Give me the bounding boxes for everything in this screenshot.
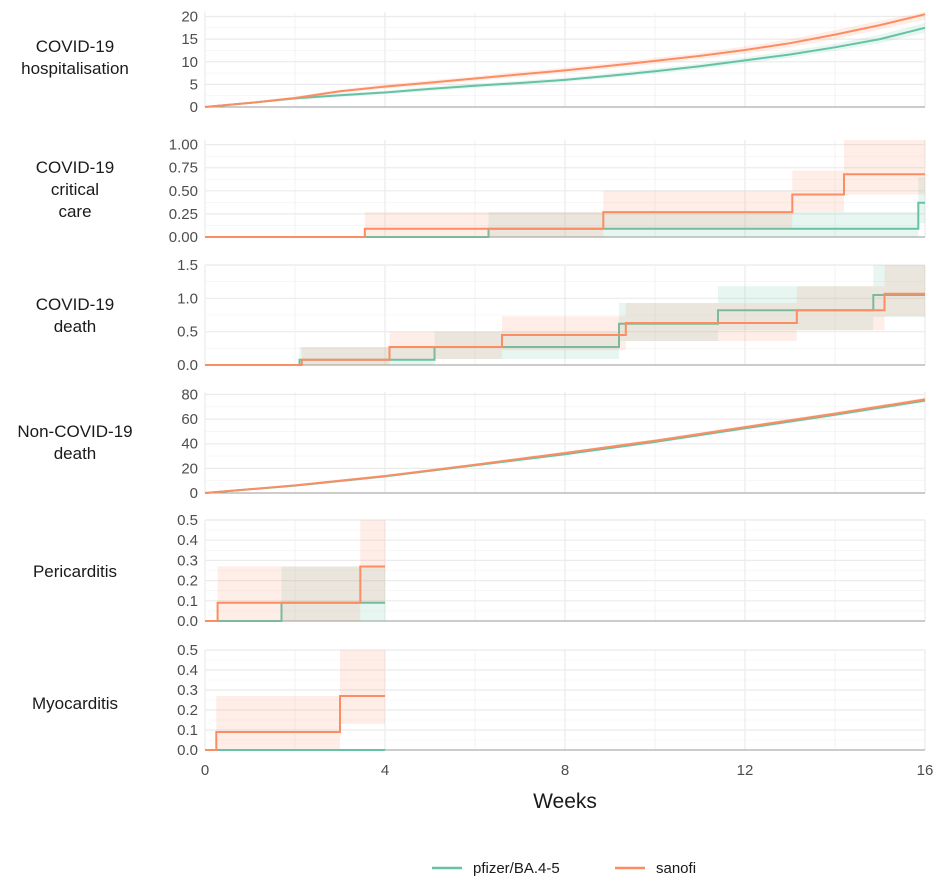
- y-tick-label: 20: [181, 460, 198, 477]
- y-tick-label: 0.25: [169, 206, 198, 223]
- panel-label: Non-COVID-19: [17, 422, 132, 441]
- panel-hosp: 0 5 10 15 20 COVID-19 hospitalisation: [21, 9, 925, 116]
- y-tick-label: 0.4: [177, 662, 198, 679]
- panel-label: death: [54, 317, 97, 336]
- y-tick-label: 0.0: [177, 357, 198, 374]
- y-tick-label: 1.5: [177, 257, 198, 274]
- y-tick-label: 15: [181, 31, 198, 48]
- panel-label: hospitalisation: [21, 59, 129, 78]
- y-tick-label: 0.2: [177, 573, 198, 590]
- panel-label: death: [54, 444, 97, 463]
- y-tick-label: 0: [190, 485, 198, 502]
- panel-label: COVID-19: [36, 37, 114, 56]
- x-tick-label: 8: [561, 762, 569, 779]
- y-tick-label: 0.5: [177, 642, 198, 659]
- y-tick-label: 0.0: [177, 613, 198, 630]
- legend: pfizer/BA.4-5 sanofi: [432, 860, 696, 877]
- panel-myocarditis: 0.0 0.1 0.2 0.3 0.4 0.5 Myocarditis: [32, 642, 925, 759]
- y-tick-label: 1.00: [169, 137, 198, 154]
- panel-death: 0.0 0.5 1.0 1.5 COVID-19 death: [36, 257, 925, 374]
- panel-label: Pericarditis: [33, 562, 117, 581]
- x-tick-label: 0: [201, 762, 209, 779]
- y-tick-label: 0.4: [177, 532, 198, 549]
- panel-critical: 0.00 0.25 0.50 0.75 1.00 COVID-19 critical care: [36, 137, 925, 246]
- x-tick-label: 12: [737, 762, 754, 779]
- y-tick-label: 0.50: [169, 183, 198, 200]
- y-tick-label: 0.2: [177, 702, 198, 719]
- panel-label: critical: [51, 180, 99, 199]
- y-tick-label: 60: [181, 411, 198, 428]
- y-tick-label: 0.3: [177, 682, 198, 699]
- y-tick-label: 0.0: [177, 742, 198, 759]
- x-tick-label: 16: [917, 762, 934, 779]
- y-tick-label: 10: [181, 54, 198, 71]
- panel-label: Myocarditis: [32, 694, 118, 713]
- legend-label-pfizer: pfizer/BA.4-5: [473, 860, 560, 877]
- y-tick-label: 0.00: [169, 229, 198, 246]
- y-tick-label: 0.1: [177, 722, 198, 739]
- y-tick-label: 0.5: [177, 512, 198, 529]
- y-tick-label: 80: [181, 386, 198, 403]
- y-tick-label: 40: [181, 436, 198, 453]
- y-tick-label: 0.75: [169, 160, 198, 177]
- y-tick-label: 0.5: [177, 324, 198, 341]
- panel-label: COVID-19: [36, 158, 114, 177]
- x-axis-title: Weeks: [533, 790, 597, 813]
- legend-label-sanofi: sanofi: [656, 860, 696, 877]
- panel-noncovid: 0 20 40 60 80 Non-COVID-19 death: [17, 386, 925, 502]
- panel-pericarditis: 0.0 0.1 0.2 0.3 0.4 0.5 Pericarditis: [33, 512, 925, 630]
- y-tick-label: 1.0: [177, 290, 198, 307]
- y-tick-label: 5: [190, 76, 198, 93]
- y-tick-label: 0.1: [177, 593, 198, 610]
- y-tick-label: 0: [190, 99, 198, 116]
- y-tick-label: 20: [181, 9, 198, 26]
- x-axis: Weeks 0 4 8 12 16: [201, 762, 934, 813]
- panel-label: care: [58, 202, 91, 221]
- panel-label: COVID-19: [36, 295, 114, 314]
- x-tick-label: 4: [381, 762, 389, 779]
- chart-panels: 05101520COVID-19hospitalisation0.000.250…: [17, 9, 925, 759]
- y-tick-label: 0.3: [177, 552, 198, 569]
